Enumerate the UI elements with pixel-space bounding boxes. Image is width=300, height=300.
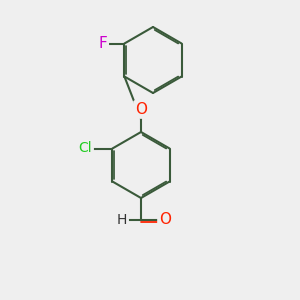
Text: Cl: Cl (79, 142, 92, 155)
Text: O: O (159, 212, 171, 227)
Text: H: H (117, 213, 127, 226)
Text: O: O (135, 102, 147, 117)
Text: F: F (98, 36, 107, 51)
